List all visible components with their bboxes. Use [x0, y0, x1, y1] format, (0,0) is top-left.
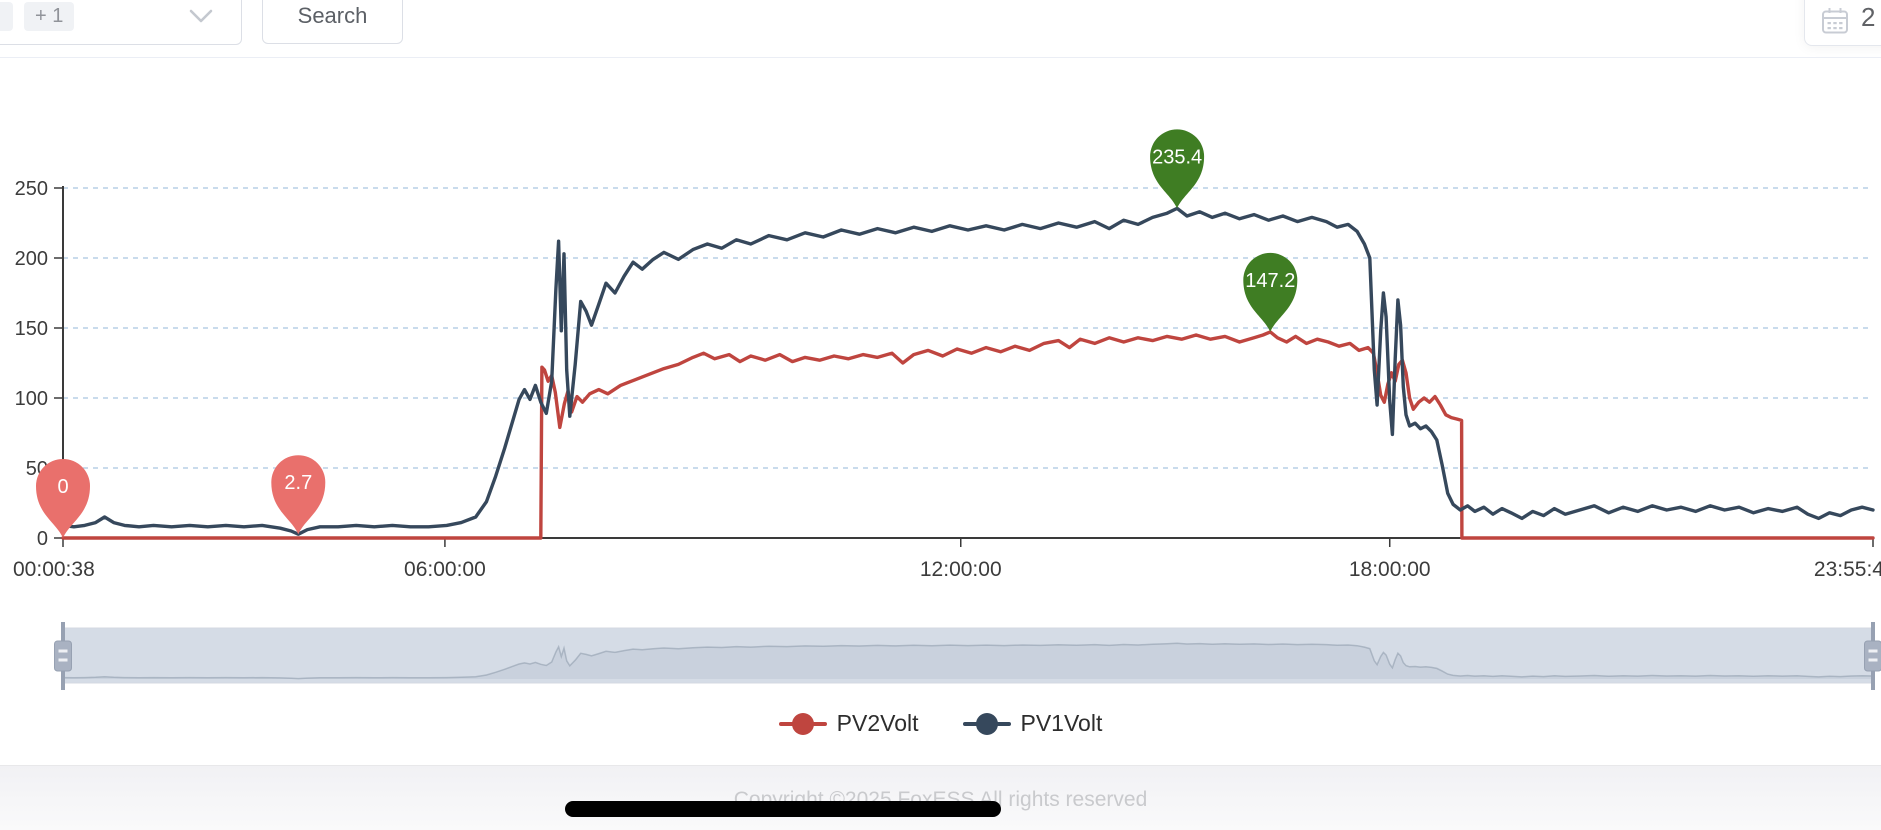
home-indicator[interactable]: [565, 801, 1001, 817]
y-axis-label: 100: [15, 388, 48, 410]
legend-marker: [962, 712, 1011, 736]
mark-point-min-PV2Volt: 0: [36, 459, 90, 538]
x-axis-label: 12:00:00: [920, 558, 1002, 581]
x-axis-label: 00:00:38: [13, 558, 95, 581]
mark-point-min-PV1Volt: 2.7: [271, 455, 326, 535]
date-value: 2: [1861, 2, 1876, 32]
mark-point-max-PV1Volt: 235.4: [1150, 129, 1205, 209]
y-axis-label: 150: [15, 318, 48, 340]
chart-legend: PV2Volt PV1Volt: [0, 710, 1881, 737]
legend-item-PV2Volt[interactable]: PV2Volt: [778, 710, 919, 737]
mark-point-label: 2.7: [284, 472, 312, 494]
legend-label: PV2Volt: [836, 710, 919, 736]
x-axis-label: 06:00:00: [404, 558, 486, 581]
select-overflow-tag: + 1: [24, 2, 75, 31]
datazoom-filler[interactable]: [63, 628, 1873, 683]
mark-point-max-PV2Volt: 147.2: [1243, 252, 1298, 332]
legend-label: PV1Volt: [1020, 710, 1103, 736]
divider: [0, 57, 1881, 58]
y-axis-label: 250: [15, 178, 48, 200]
x-axis-label: 18:00:00: [1349, 558, 1431, 581]
datazoom-shadow-line: [62, 642, 1874, 680]
series-line-PV1Volt: [61, 206, 1875, 536]
divider: [0, 765, 1881, 766]
mark-point-label: 0: [57, 476, 68, 498]
calendar-icon: [1822, 8, 1848, 34]
mark-point-label: 147.2: [1245, 270, 1295, 292]
y-axis-label: 0: [37, 528, 48, 550]
mark-point-label: 235.4: [1152, 146, 1202, 168]
toolbar: + 1 Search 2: [0, 0, 1881, 57]
date-picker-panel[interactable]: 2: [1804, 0, 1881, 46]
legend-marker: [778, 712, 827, 736]
x-axis-label: 23:55:4: [1814, 558, 1881, 581]
chevron-down-icon: [189, 9, 213, 23]
y-axis-label: 200: [15, 248, 48, 270]
search-button[interactable]: Search: [262, 0, 403, 44]
datazoom-shadow-area: [63, 643, 1873, 679]
datazoom-handle-left[interactable]: [54, 622, 72, 690]
datazoom-track[interactable]: [63, 628, 1873, 683]
datazoom-handle-right[interactable]: [1864, 622, 1881, 690]
select-tag-partial: [0, 2, 13, 31]
footer: Copyright ©2025 FoxESS All rights reserv…: [0, 766, 1881, 830]
series-line-PV2Volt: [61, 330, 1875, 540]
legend-item-PV1Volt[interactable]: PV1Volt: [962, 710, 1103, 737]
